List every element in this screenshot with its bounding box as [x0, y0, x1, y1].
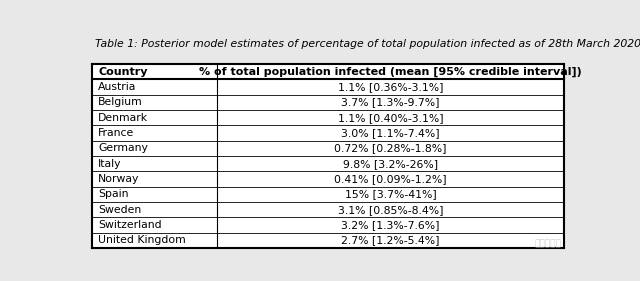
Text: 3.1% [0.85%-8.4%]: 3.1% [0.85%-8.4%]: [338, 205, 443, 215]
Text: Austria: Austria: [99, 82, 137, 92]
Text: Norway: Norway: [99, 174, 140, 184]
Text: Switzerland: Switzerland: [99, 220, 162, 230]
Text: 0.72% [0.28%-1.8%]: 0.72% [0.28%-1.8%]: [334, 143, 447, 153]
Text: Germany: Germany: [99, 143, 148, 153]
Text: France: France: [99, 128, 134, 138]
Text: 15% [3.7%-41%]: 15% [3.7%-41%]: [344, 189, 436, 199]
Text: United Kingdom: United Kingdom: [99, 235, 186, 245]
Text: Italy: Italy: [99, 159, 122, 169]
Text: Sweden: Sweden: [99, 205, 141, 215]
Text: % of total population infected (mean [95% credible interval]): % of total population infected (mean [95…: [199, 67, 582, 77]
Text: Country: Country: [99, 67, 148, 77]
Text: 3.0% [1.1%-7.4%]: 3.0% [1.1%-7.4%]: [341, 128, 440, 138]
Text: 1.1% [0.40%-3.1%]: 1.1% [0.40%-3.1%]: [338, 113, 444, 123]
Text: 3.7% [1.3%-9.7%]: 3.7% [1.3%-9.7%]: [341, 97, 440, 107]
Text: Table 1: Posterior model estimates of percentage of total population infected as: Table 1: Posterior model estimates of pe…: [95, 39, 640, 49]
Text: 0.41% [0.09%-1.2%]: 0.41% [0.09%-1.2%]: [334, 174, 447, 184]
Text: Belgium: Belgium: [99, 97, 143, 107]
Text: 9.8% [3.2%-26%]: 9.8% [3.2%-26%]: [343, 159, 438, 169]
Text: Denmark: Denmark: [99, 113, 148, 123]
Text: 英伦房产圈: 英伦房产圈: [534, 240, 561, 249]
Text: Spain: Spain: [99, 189, 129, 199]
Text: 2.7% [1.2%-5.4%]: 2.7% [1.2%-5.4%]: [341, 235, 440, 245]
Text: 1.1% [0.36%-3.1%]: 1.1% [0.36%-3.1%]: [338, 82, 443, 92]
Text: 3.2% [1.3%-7.6%]: 3.2% [1.3%-7.6%]: [341, 220, 440, 230]
